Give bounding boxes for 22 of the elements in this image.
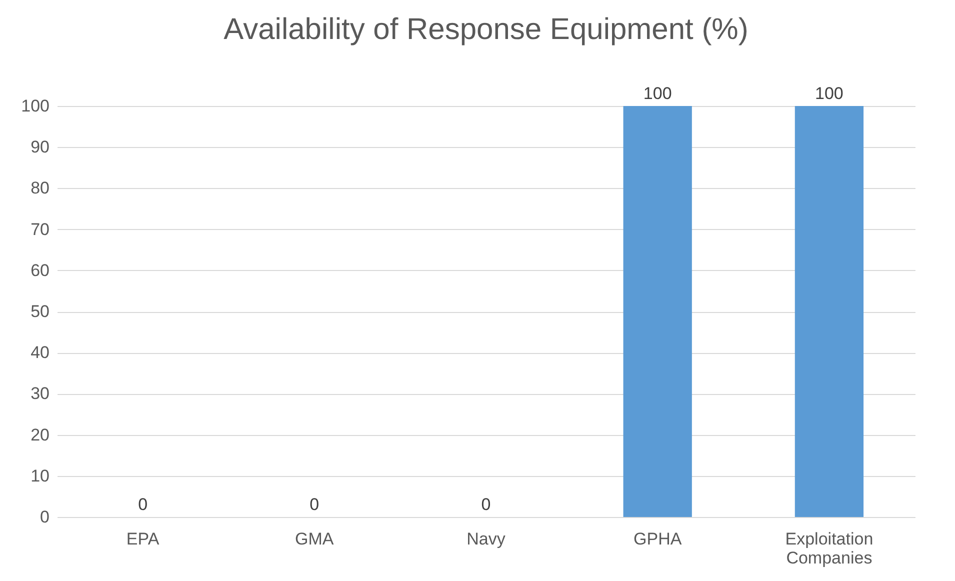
y-tick-label: 30	[30, 384, 50, 404]
data-label: 0	[138, 495, 148, 514]
x-tick-label: Exploitation Companies	[785, 530, 874, 568]
chart-title: Availability of Response Equipment (%)	[224, 13, 748, 46]
data-label: 100	[643, 84, 672, 103]
y-tick-label: 90	[30, 138, 50, 157]
y-tick-label: 10	[30, 466, 50, 486]
x-tick-label: Navy	[466, 530, 506, 548]
y-tick-label: 80	[30, 178, 50, 198]
y-tick-label: 20	[30, 425, 50, 444]
data-label: 0	[481, 495, 491, 514]
y-tick-label: 60	[30, 260, 50, 280]
y-tick-label: 70	[30, 220, 50, 239]
y-tick-label: 0	[40, 508, 50, 526]
y-tick-label: 100	[21, 96, 50, 116]
x-tick-label: GMA	[295, 530, 334, 548]
y-tick-label: 40	[30, 343, 50, 362]
data-label: 0	[310, 495, 320, 514]
x-tick-label: GPHA	[634, 530, 682, 548]
x-tick-label: EPA	[126, 530, 160, 548]
y-tick-label: 50	[30, 302, 50, 321]
data-label: 100	[815, 84, 844, 103]
